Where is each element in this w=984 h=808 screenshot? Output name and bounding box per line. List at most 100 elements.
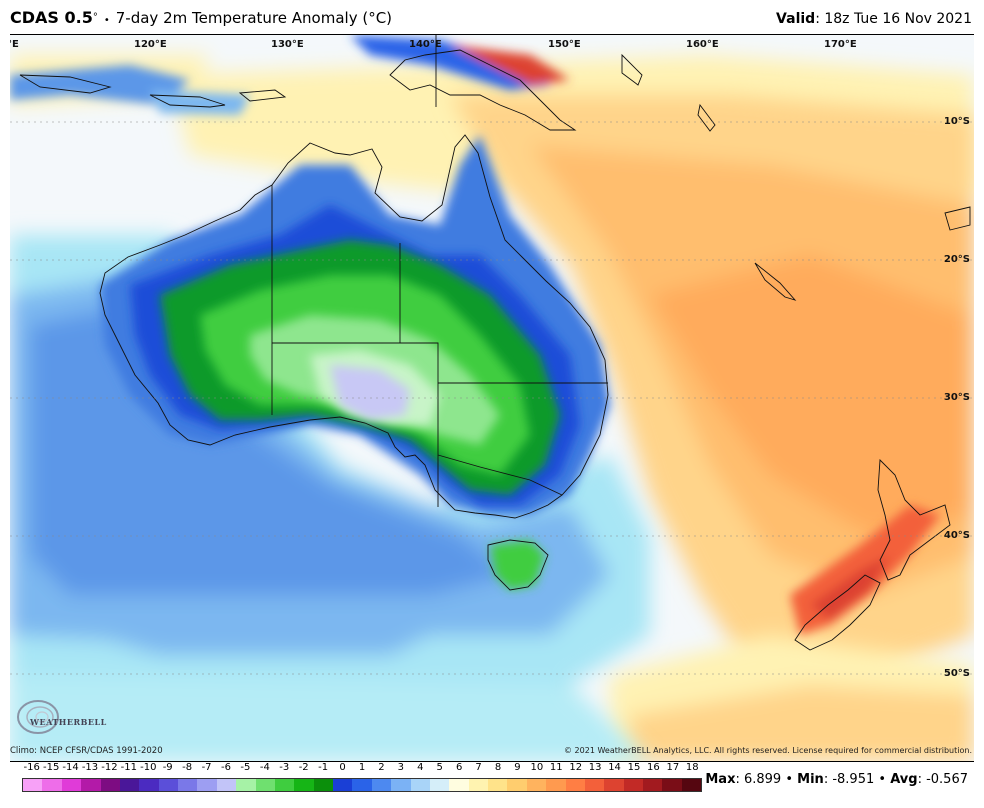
- legend-swatch: [313, 779, 333, 791]
- legend-swatch: [429, 779, 450, 791]
- min-label: Min: [797, 772, 824, 787]
- australia-anomaly: [100, 135, 610, 515]
- graticule: [10, 121, 974, 675]
- unit-symbol: C: [375, 9, 387, 27]
- lat-label-40s: 40°S: [943, 530, 970, 541]
- weatherbell-logo: WEATHERBELL: [14, 695, 107, 745]
- legend-swatch: [584, 779, 605, 791]
- legend-swatch: [61, 779, 82, 791]
- legend-swatch: [468, 779, 488, 791]
- logo-text: WEATHERBELL: [30, 717, 107, 727]
- legend-swatch: [643, 779, 663, 791]
- valid-time: Valid: 18z Tue 16 Nov 2021: [776, 10, 972, 28]
- legend-tick-label: -16: [23, 762, 40, 773]
- lon-label-120: 120°E: [134, 39, 167, 50]
- legend-swatch: [371, 779, 392, 791]
- legend-tick-label: 4: [417, 762, 424, 773]
- valid-label: Valid: [776, 11, 816, 27]
- lat-label-30s: 30°S: [943, 392, 970, 403]
- legend-swatch: [662, 779, 682, 791]
- min-value: : -8.951: [823, 772, 875, 787]
- legend-swatch: [546, 779, 566, 791]
- legend-tick-label: 5: [436, 762, 443, 773]
- legend-tick-label: -5: [240, 762, 251, 773]
- legend-tick-label: -10: [140, 762, 157, 773]
- coastlines: [19, 35, 971, 651]
- lon-label-140: 140°E: [409, 39, 442, 50]
- unit-degree: °: [368, 9, 376, 27]
- legend-tick-label: 3: [397, 762, 405, 773]
- legend-tick-label: 14: [608, 762, 621, 773]
- legend-tick-label: -8: [182, 762, 193, 773]
- legend-tick-label: 2: [378, 762, 385, 773]
- legend-tick-label: 9: [514, 762, 521, 773]
- legend-tick-label: -13: [81, 762, 99, 773]
- lon-label-150: 150°E: [548, 39, 581, 50]
- legend-tick-label: -2: [298, 762, 309, 773]
- lat-label-20s: 20°S: [943, 254, 970, 265]
- legend-swatch: [526, 779, 547, 791]
- legend-tick-label: 6: [455, 762, 463, 773]
- max-value: : 6.899: [735, 772, 782, 787]
- legend-swatch: [81, 779, 101, 791]
- lat-label-50s: 50°S: [943, 668, 970, 679]
- legend-tick-label: 0: [339, 762, 346, 773]
- map-header: CDAS 0.5° • 7-day 2m Temperature Anomaly (…: [0, 0, 984, 34]
- legend-swatch: [158, 779, 178, 791]
- degree-mark: °: [92, 12, 98, 23]
- logo-swirl-icon: [17, 700, 59, 734]
- legend-swatch: [391, 779, 411, 791]
- legend-swatch: [119, 779, 140, 791]
- legend-swatch: [352, 779, 372, 791]
- legend-tick-label: -6: [221, 762, 231, 773]
- product-name: 7-day 2m Temperature Anomaly (: [115, 9, 369, 27]
- legend-tick-label: 7: [475, 762, 482, 773]
- legend-tick-label: -15: [42, 762, 60, 773]
- map-canvas: [10, 35, 974, 761]
- lon-label-0: 0°E: [10, 39, 19, 50]
- legend-swatch: [178, 779, 198, 791]
- legend-swatch: [23, 779, 43, 791]
- legend-swatch: [488, 779, 508, 791]
- title-separator: •: [103, 15, 110, 26]
- legend-tick-label: 8: [494, 762, 502, 773]
- legend-swatch: [197, 779, 217, 791]
- field-stats: Max: 6.899 • Min: -8.951 • Avg: -0.567: [705, 772, 968, 787]
- lon-label-130: 130°E: [271, 39, 304, 50]
- legend-tick-label: 11: [549, 762, 563, 773]
- stats-sep-2: •: [878, 772, 891, 787]
- legend-tick-label: -12: [101, 762, 118, 773]
- legend-swatch: [42, 779, 62, 791]
- legend-swatch: [100, 779, 120, 791]
- legend-swatch: [274, 779, 295, 791]
- avg-value: : -0.567: [917, 772, 968, 787]
- legend-swatch: [507, 779, 527, 791]
- anomaly-map[interactable]: 0°E 120°E 130°E 140°E 150°E 160°E 170°E …: [10, 34, 974, 762]
- copyright-note: © 2021 WeatherBELL Analytics, LLC. All r…: [564, 746, 972, 755]
- legend-labels: -16 -15 -14 -13 -12 -11 -10 -9 -8 -7 -6 -5 -4 -3 -2 -1 0…: [22, 762, 702, 776]
- tasmania-anomaly: [490, 540, 545, 590]
- legend-swatch: [681, 779, 702, 791]
- legend-tick-label: 13: [588, 762, 602, 773]
- legend-swatch: [333, 779, 353, 791]
- map-title: CDAS 0.5° • 7-day 2m Temperature Anomaly (…: [10, 9, 392, 30]
- warm-anomaly-pacific: [450, 95, 974, 685]
- legend-tick-label: -11: [120, 762, 138, 773]
- legend-swatch: [449, 779, 469, 791]
- legend-tick-label: -7: [201, 762, 212, 773]
- legend-swatch: [216, 779, 237, 791]
- legend-tick-label: 12: [569, 762, 583, 773]
- legend-swatch: [410, 779, 430, 791]
- legend-tick-label: 10: [530, 762, 544, 773]
- legend-swatch: [139, 779, 159, 791]
- model-name: CDAS 0.5: [10, 8, 93, 27]
- legend-tick-label: -9: [162, 762, 173, 773]
- legend-swatch: [236, 779, 256, 791]
- avg-label: Avg: [890, 772, 918, 787]
- warm-anomaly-southeast: [610, 635, 974, 761]
- legend-tick-label: -3: [279, 762, 290, 773]
- legend-swatch: [623, 779, 643, 791]
- valid-value: : 18z Tue 16 Nov 2021: [815, 11, 972, 27]
- legend-bar: [22, 778, 702, 792]
- stats-sep-1: •: [785, 772, 798, 787]
